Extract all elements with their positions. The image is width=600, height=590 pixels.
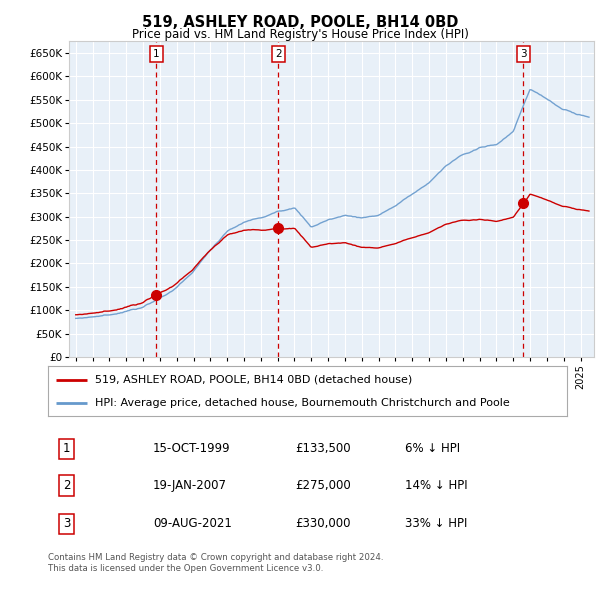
Text: 519, ASHLEY ROAD, POOLE, BH14 0BD: 519, ASHLEY ROAD, POOLE, BH14 0BD — [142, 15, 458, 30]
Text: This data is licensed under the Open Government Licence v3.0.: This data is licensed under the Open Gov… — [48, 564, 323, 573]
Text: 15-OCT-1999: 15-OCT-1999 — [153, 442, 230, 455]
Text: 09-AUG-2021: 09-AUG-2021 — [153, 517, 232, 530]
Text: HPI: Average price, detached house, Bournemouth Christchurch and Poole: HPI: Average price, detached house, Bour… — [95, 398, 509, 408]
Text: Contains HM Land Registry data © Crown copyright and database right 2024.: Contains HM Land Registry data © Crown c… — [48, 553, 383, 562]
Text: £133,500: £133,500 — [295, 442, 350, 455]
Text: 14% ↓ HPI: 14% ↓ HPI — [405, 478, 467, 492]
Text: £275,000: £275,000 — [295, 478, 350, 492]
Text: 2: 2 — [275, 49, 282, 59]
Text: 3: 3 — [62, 517, 70, 530]
Text: 519, ASHLEY ROAD, POOLE, BH14 0BD (detached house): 519, ASHLEY ROAD, POOLE, BH14 0BD (detac… — [95, 375, 412, 385]
Text: £330,000: £330,000 — [295, 517, 350, 530]
Text: 3: 3 — [520, 49, 527, 59]
Text: 19-JAN-2007: 19-JAN-2007 — [153, 478, 227, 492]
Text: 1: 1 — [62, 442, 70, 455]
Text: 1: 1 — [153, 49, 160, 59]
Text: 2: 2 — [62, 478, 70, 492]
Text: Price paid vs. HM Land Registry's House Price Index (HPI): Price paid vs. HM Land Registry's House … — [131, 28, 469, 41]
Text: 33% ↓ HPI: 33% ↓ HPI — [405, 517, 467, 530]
Text: 6% ↓ HPI: 6% ↓ HPI — [405, 442, 460, 455]
